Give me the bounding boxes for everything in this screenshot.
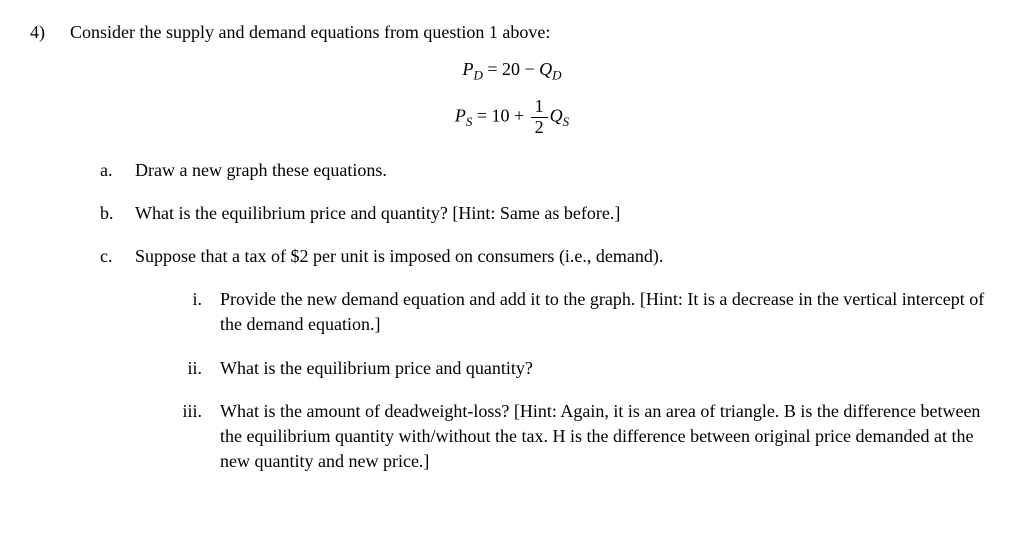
demand-rhs-var: Q	[539, 59, 552, 79]
part-c-sub-list: i. Provide the new demand equation and a…	[170, 287, 994, 474]
part-a-text: Draw a new graph these equations.	[135, 158, 994, 183]
part-a-label: a.	[100, 158, 135, 183]
question-number: 4)	[30, 20, 70, 45]
demand-lhs-sub: D	[473, 68, 482, 83]
parts-list: a. Draw a new graph these equations. b. …	[100, 158, 994, 475]
supply-rhs-var: Q	[550, 105, 563, 125]
part-c-i: i. Provide the new demand equation and a…	[170, 287, 994, 337]
demand-equation: PD = 20 − QD	[30, 57, 994, 85]
demand-lhs-var: P	[462, 59, 473, 79]
supply-equation: PS = 10 + 12QS	[30, 97, 994, 138]
supply-frac-num: 1	[531, 97, 548, 118]
part-b-text: What is the equilibrium price and quanti…	[135, 201, 994, 226]
supply-rhs-sub: S	[563, 114, 570, 129]
part-c: c. Suppose that a tax of $2 per unit is …	[100, 244, 994, 269]
part-c-iii: iii. What is the amount of deadweight-lo…	[170, 399, 994, 475]
demand-rhs-sub: D	[552, 68, 561, 83]
demand-eq: = 20 −	[483, 59, 539, 79]
part-c-iii-text: What is the amount of deadweight-loss? […	[220, 399, 994, 475]
part-c-ii-label: ii.	[170, 356, 220, 381]
part-c-i-text: Provide the new demand equation and add …	[220, 287, 994, 337]
part-c-label: c.	[100, 244, 135, 269]
part-c-ii: ii. What is the equilibrium price and qu…	[170, 356, 994, 381]
part-c-iii-label: iii.	[170, 399, 220, 475]
part-c-ii-text: What is the equilibrium price and quanti…	[220, 356, 994, 381]
question-text: Consider the supply and demand equations…	[70, 20, 994, 45]
supply-lhs-var: P	[455, 105, 466, 125]
part-b-label: b.	[100, 201, 135, 226]
equations-block: PD = 20 − QD PS = 10 + 12QS	[30, 57, 994, 137]
part-a: a. Draw a new graph these equations.	[100, 158, 994, 183]
part-b: b. What is the equilibrium price and qua…	[100, 201, 994, 226]
part-c-i-label: i.	[170, 287, 220, 337]
part-c-text: Suppose that a tax of $2 per unit is imp…	[135, 244, 994, 269]
supply-eq: = 10 +	[472, 105, 528, 125]
supply-frac-den: 2	[531, 118, 548, 138]
supply-fraction: 12	[531, 97, 548, 138]
question-row: 4) Consider the supply and demand equati…	[30, 20, 994, 45]
